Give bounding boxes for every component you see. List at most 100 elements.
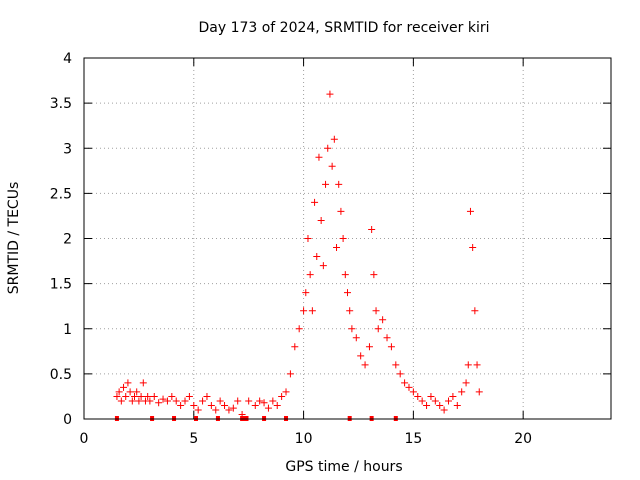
data-point	[396, 370, 404, 378]
data-point	[333, 244, 341, 252]
data-point	[282, 388, 290, 396]
data-point	[137, 392, 145, 400]
data-point	[168, 392, 176, 400]
y-tick-label: 0.5	[50, 367, 72, 383]
chart-title: Day 173 of 2024, SRMTID for receiver kir…	[198, 20, 489, 36]
data-point	[440, 406, 448, 414]
data-point	[185, 392, 193, 400]
data-point	[286, 370, 294, 378]
data-point	[462, 379, 470, 387]
tick-labels: 0 0.5 1 1.5 2 2.5 3 3.5 4 0 5 10 15 20	[50, 51, 532, 447]
data-point	[260, 399, 268, 407]
data-point	[374, 325, 382, 333]
data-point	[207, 401, 215, 409]
data-point	[181, 397, 189, 405]
grid	[84, 58, 611, 419]
data-point	[427, 392, 435, 400]
ticks	[83, 57, 611, 420]
data-point	[139, 379, 147, 387]
data-point	[379, 316, 387, 324]
y-tick-label: 1	[63, 322, 72, 338]
data-points	[113, 90, 483, 418]
data-point	[311, 198, 319, 206]
y-axis-label: SRMTID / TECUs	[6, 182, 22, 295]
data-point	[212, 406, 220, 414]
data-point	[295, 325, 303, 333]
data-point	[225, 406, 233, 414]
data-point	[117, 397, 125, 405]
data-point	[372, 307, 380, 315]
x-tick-label: 0	[80, 431, 89, 447]
y-tick-label: 1.5	[50, 277, 72, 293]
data-point	[418, 397, 426, 405]
data-point	[256, 397, 264, 405]
data-point	[135, 397, 143, 405]
data-point	[414, 392, 422, 400]
data-point	[471, 307, 479, 315]
data-point	[368, 225, 376, 233]
data-point	[346, 307, 354, 315]
data-point	[131, 392, 139, 400]
data-point	[326, 90, 334, 98]
data-point	[302, 289, 310, 297]
data-point	[449, 392, 457, 400]
data-point	[319, 262, 327, 270]
y-tick-label: 3	[63, 141, 72, 157]
x-tick-label: 20	[514, 431, 532, 447]
data-point	[291, 343, 299, 351]
data-point	[216, 397, 224, 405]
data-point	[172, 397, 180, 405]
data-point	[322, 180, 330, 188]
data-point	[466, 207, 474, 215]
data-point	[392, 361, 400, 369]
data-point	[269, 397, 277, 405]
data-point	[339, 235, 347, 242]
data-point	[306, 271, 314, 279]
data-point	[203, 392, 211, 400]
data-point	[370, 271, 378, 279]
data-point	[122, 392, 130, 400]
data-point	[304, 235, 312, 242]
data-point	[150, 392, 158, 400]
data-point	[113, 392, 121, 400]
data-point	[361, 361, 369, 369]
data-point	[146, 397, 154, 405]
data-point	[464, 361, 472, 369]
data-point	[120, 383, 128, 391]
data-point	[409, 388, 417, 396]
data-point	[229, 404, 237, 412]
data-point	[387, 343, 395, 351]
data-point	[328, 162, 336, 170]
data-point	[300, 307, 308, 315]
data-point	[199, 397, 207, 405]
y-tick-label: 3.5	[50, 96, 72, 112]
y-tick-label: 0	[63, 412, 72, 428]
data-point	[341, 271, 349, 279]
data-point	[431, 397, 439, 405]
data-point	[317, 216, 325, 224]
data-point	[405, 383, 413, 391]
x-axis-label: GPS time / hours	[285, 459, 402, 475]
data-point	[337, 207, 345, 215]
data-point	[330, 135, 338, 143]
y-tick-label: 2.5	[50, 186, 72, 202]
data-point	[475, 388, 483, 396]
data-point	[221, 401, 229, 409]
data-point	[133, 388, 141, 396]
data-point	[308, 307, 316, 315]
data-point	[163, 397, 171, 405]
data-point	[313, 253, 321, 261]
plot-frame	[83, 57, 612, 420]
data-point	[458, 388, 466, 396]
data-point	[357, 352, 365, 360]
x-tick-label: 15	[404, 431, 422, 447]
data-point	[115, 388, 123, 396]
data-point	[453, 401, 461, 409]
data-point	[245, 397, 253, 405]
data-point	[155, 399, 163, 407]
data-point	[124, 379, 132, 387]
data-point	[128, 397, 136, 405]
data-point	[159, 395, 167, 403]
y-tick-label: 4	[63, 51, 72, 67]
